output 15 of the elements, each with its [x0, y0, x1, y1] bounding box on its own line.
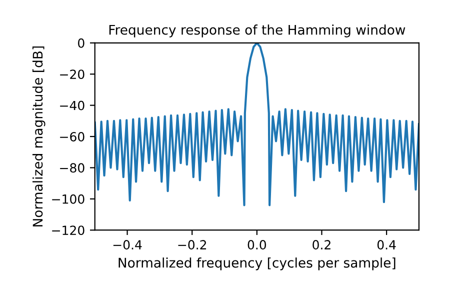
x-tick-label: −0.2 [178, 240, 206, 250]
x-tick-label: 0.2 [312, 240, 330, 250]
y-tick-label: −20 [60, 70, 84, 80]
y-tick-label: 0 [78, 38, 84, 48]
y-tick-label: −40 [60, 100, 84, 110]
y-tick-label: −80 [60, 163, 84, 173]
x-axis-title: Normalized frequency [cycles per sample] [118, 257, 396, 270]
x-tick-label: 0.0 [248, 240, 266, 250]
y-tick-label: −60 [60, 132, 84, 142]
y-axis-title: Normalized magnitude [dB] [32, 46, 46, 226]
y-tick-label: −120 [52, 226, 84, 236]
x-tick-label: −0.4 [113, 240, 142, 250]
y-tick-label: −100 [52, 194, 84, 204]
x-tick-label: 0.4 [377, 240, 396, 250]
chart-title: Frequency response of the Hamming window [109, 24, 406, 38]
